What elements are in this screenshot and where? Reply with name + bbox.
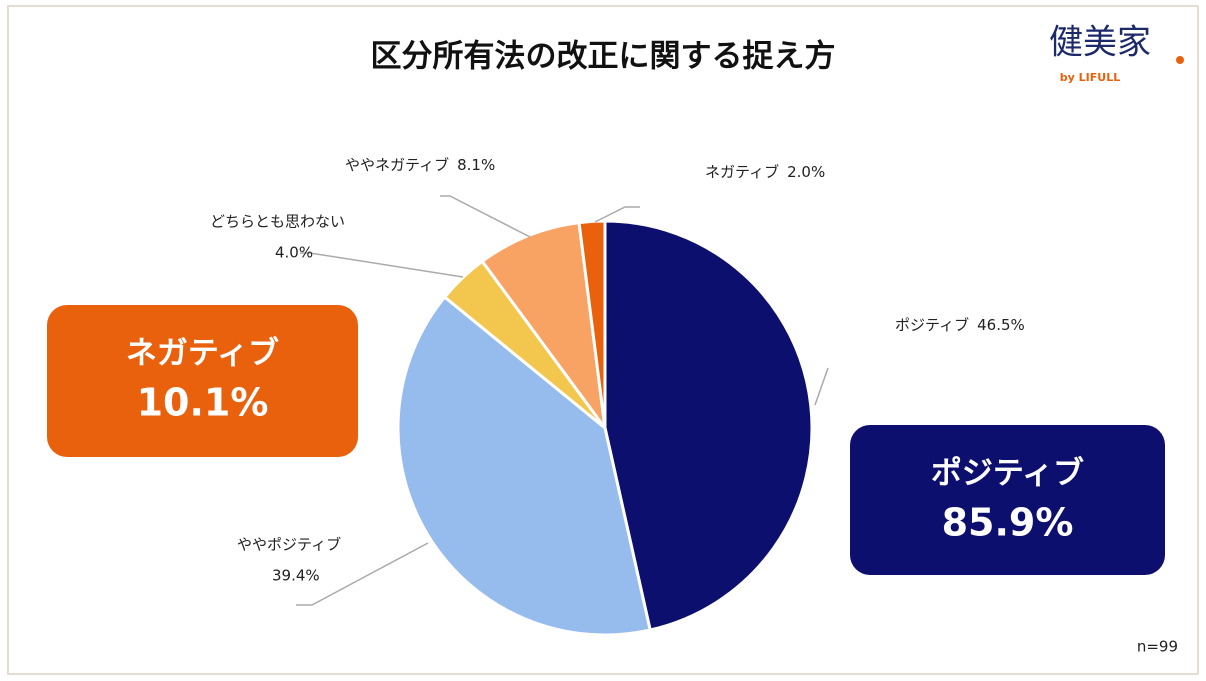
- pie-slice: [603, 219, 814, 632]
- slice-value: 4.0%: [275, 244, 313, 262]
- leader-line: [296, 542, 429, 606]
- slice-name: ややネガティブ: [345, 156, 449, 174]
- leader-line: [440, 195, 531, 238]
- summary-name: ネガティブ: [126, 336, 279, 372]
- slice-label: どちらとも思わない: [210, 213, 345, 231]
- summary-value: 85.9%: [942, 501, 1074, 545]
- note: n=99: [1137, 638, 1178, 656]
- leader-line: [594, 206, 640, 223]
- logo: 健美家: [1049, 23, 1151, 63]
- leader-line: [814, 367, 829, 406]
- slice-value: 39.4%: [272, 567, 320, 585]
- slice-value: 46.5%: [977, 316, 1025, 334]
- logo-dot: [1176, 56, 1184, 64]
- chart-title: 区分所有法の改正に関する捉え方: [371, 39, 836, 75]
- summary-box: [850, 425, 1165, 575]
- leader-line: [300, 252, 464, 278]
- slice-name: ポジティブ: [895, 316, 969, 334]
- summary-name: ポジティブ: [931, 456, 1084, 492]
- slice-label: ややポジティブ: [237, 536, 341, 554]
- pie-slice: [577, 219, 607, 429]
- slice-value: 8.1%: [457, 156, 495, 174]
- logo-sub: by LIFULL: [1060, 71, 1120, 84]
- slice-label: ネガティブ 2.0%: [705, 163, 825, 181]
- summary-box: [47, 305, 358, 457]
- slice-value: 2.0%: [787, 163, 825, 181]
- pie-slice: [396, 294, 652, 637]
- summary-value: 10.1%: [137, 381, 269, 425]
- slice-label: ややネガティブ 8.1%: [345, 156, 495, 174]
- slice-name: ネガティブ: [705, 163, 779, 181]
- slice-label: ポジティブ 46.5%: [895, 316, 1025, 334]
